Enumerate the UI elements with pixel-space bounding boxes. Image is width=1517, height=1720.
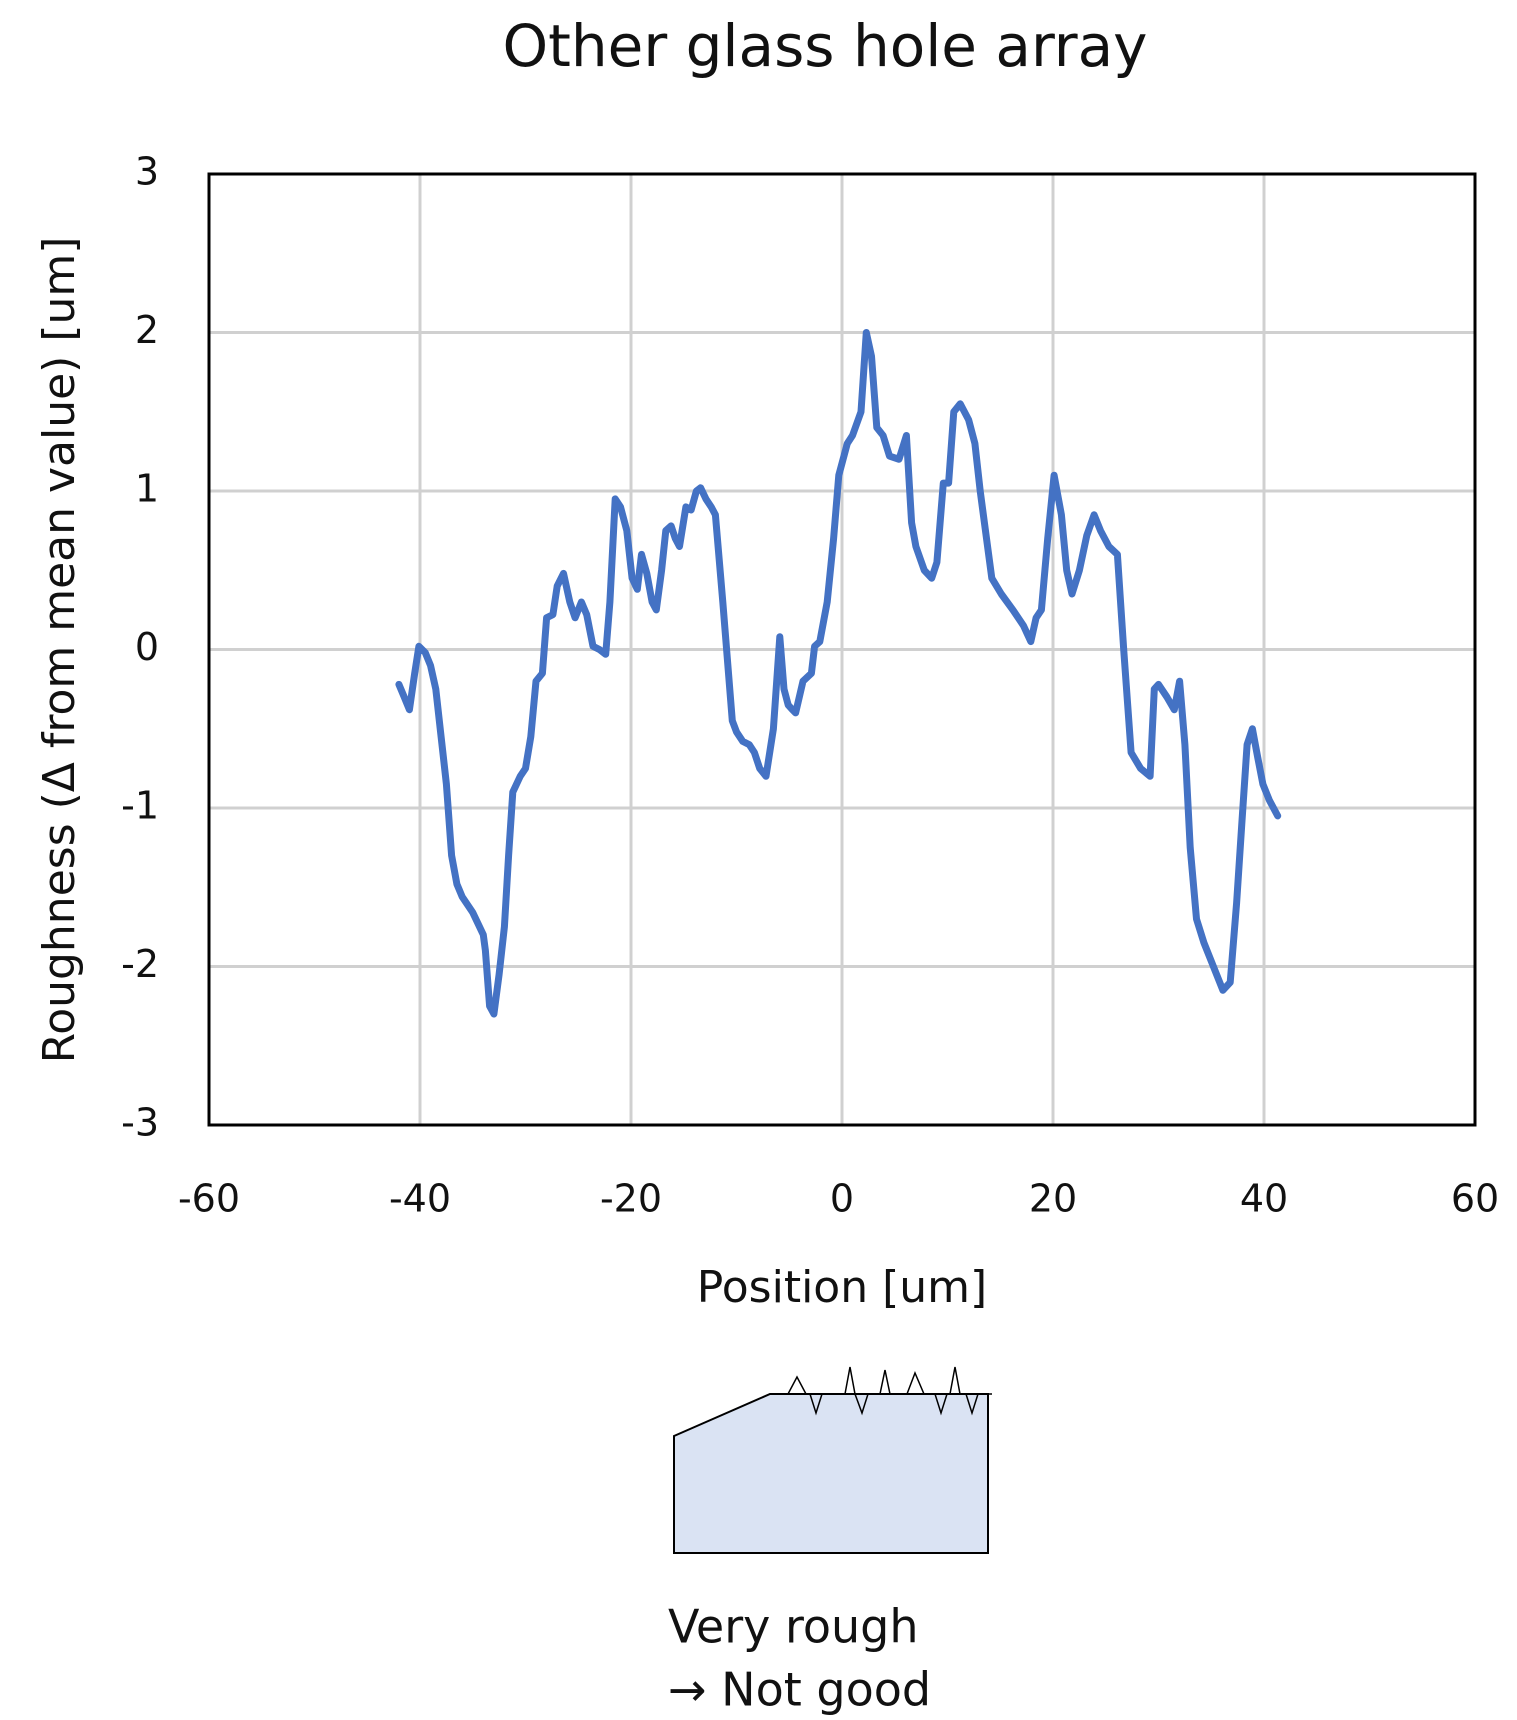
- y-tick-label: 1: [135, 467, 159, 511]
- plot-area: -3 -2 -1 0 1 2 3 -60 -40 -20 0 20 40 60: [121, 150, 1499, 1221]
- y-tick-label: 2: [135, 308, 159, 352]
- chart: Other glass hole array Position [um] Rou…: [0, 0, 1517, 1720]
- glass-profile: [674, 1394, 988, 1553]
- page: Other glass hole array Position [um] Rou…: [0, 0, 1517, 1720]
- x-tick-label: 0: [830, 1177, 854, 1221]
- caption-line: → Not good: [668, 1663, 931, 1717]
- x-tick-label: 20: [1029, 1177, 1077, 1221]
- y-tick-label: -3: [121, 1101, 159, 1145]
- y-axis-label: Roughness (Δ from mean value) [um]: [34, 237, 85, 1064]
- x-tick-label: 60: [1451, 1177, 1499, 1221]
- y-tick-label: 3: [135, 150, 159, 194]
- x-tick-label: 40: [1240, 1177, 1288, 1221]
- y-tick-label: -2: [121, 942, 159, 986]
- y-tick-label: -1: [121, 784, 159, 828]
- schematic: [674, 1367, 992, 1553]
- x-tick-label: -60: [178, 1177, 240, 1221]
- data-line: [399, 333, 1278, 1015]
- y-tick-label: 0: [135, 625, 159, 669]
- x-axis-label: Position [um]: [697, 1262, 987, 1313]
- caption-line: Very rough: [668, 1600, 919, 1654]
- x-tick-label: -20: [600, 1177, 662, 1221]
- x-tick-label: -40: [389, 1177, 451, 1221]
- chart-title: Other glass hole array: [502, 12, 1147, 80]
